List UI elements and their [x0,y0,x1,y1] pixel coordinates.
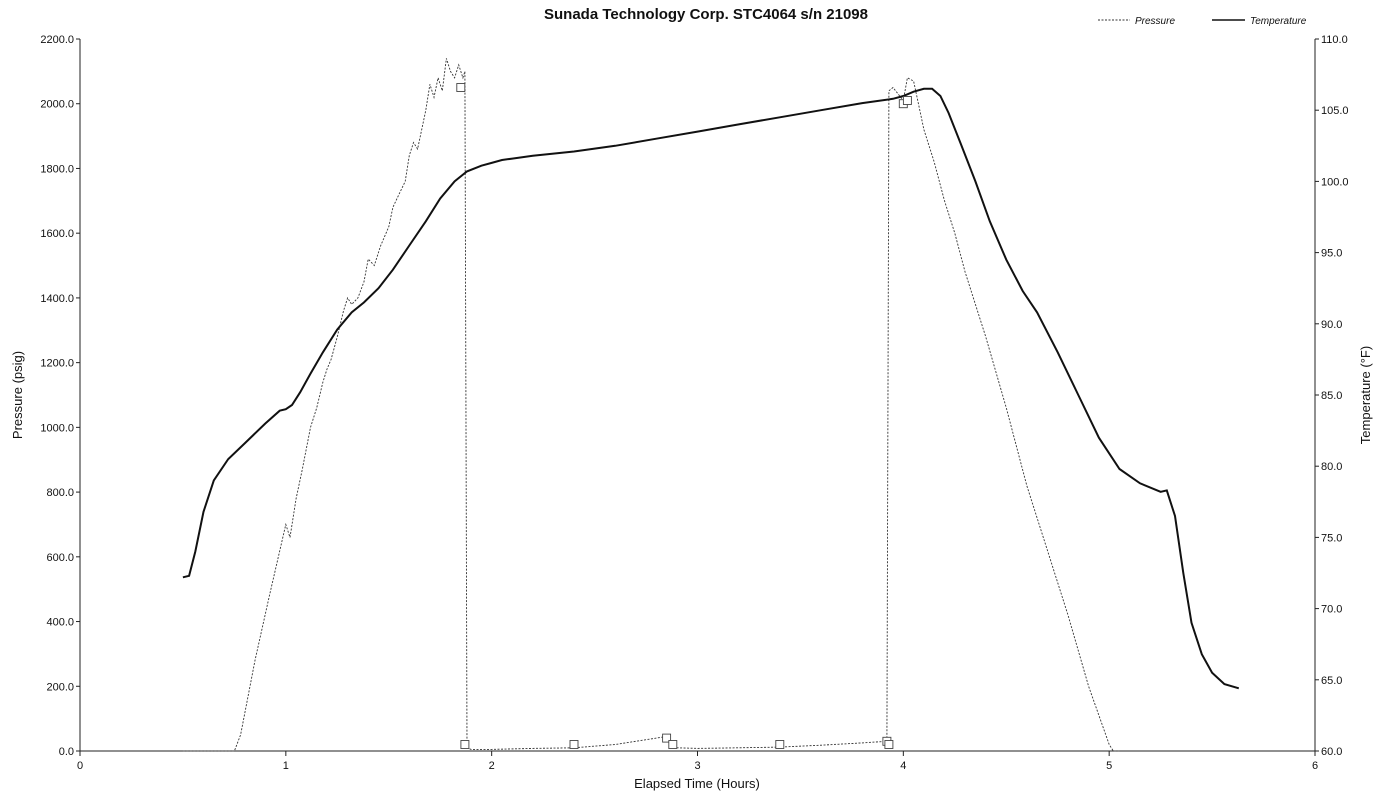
pressure-marker [460,740,470,749]
pressure-marker [456,83,466,92]
y2-tick-label: 60.0 [1321,746,1342,758]
y2-tick-label: 85.0 [1321,390,1342,402]
y-axis-right-ticks: 60.0 65.0 70.0 75.0 80.0 85.0 90.0 95.0 100.0 105… [1315,34,1349,758]
y2-tick-label: 70.0 [1321,604,1342,616]
y-tick-label: 0.0 [59,746,74,758]
y-tick-label: 1800.0 [40,163,74,175]
y-tick-label: 1600.0 [40,228,74,240]
legend-temperature-label: Temperature [1250,16,1307,27]
pressure-marker [569,740,579,749]
y-axis-left-label: Pressure (psig) [10,351,25,439]
x-tick-label: 2 [489,760,495,772]
x-axis-label: Elapsed Time (Hours) [634,776,760,791]
axes [79,39,1316,752]
series-line-temperature [182,87,1240,690]
legend: Pressure Temperature [1098,16,1307,27]
y-tick-label: 800.0 [46,487,74,499]
chart-title: Sunada Technology Corp. STC4064 s/n 2109… [544,6,868,23]
legend-pressure-label: Pressure [1135,16,1175,27]
series-layer [182,58,1240,752]
y2-tick-label: 65.0 [1321,675,1342,687]
y2-tick-label: 95.0 [1321,248,1342,260]
y-tick-label: 1000.0 [40,422,74,434]
y-tick-label: 2000.0 [40,99,74,111]
y2-tick-label: 100.0 [1321,176,1349,188]
x-tick-label: 0 [77,760,83,772]
x-tick-label: 3 [694,760,700,772]
series-line-pressure [182,58,1120,752]
y2-tick-label: 105.0 [1321,105,1349,117]
pressure-marker [884,740,894,749]
markers-layer [456,83,912,749]
y-tick-label: 1400.0 [40,293,74,305]
y-tick-label: 200.0 [46,681,74,693]
y2-tick-label: 80.0 [1321,461,1342,473]
y-tick-label: 1200.0 [40,358,74,370]
y-axis-right-label: Temperature (°F) [1358,346,1373,444]
x-tick-label: 6 [1312,760,1318,772]
pressure-marker [662,733,672,743]
x-axis-ticks: 0 1 2 3 4 5 6 [77,751,1318,772]
x-tick-label: 4 [900,760,906,772]
pressure-marker [668,740,678,749]
y2-tick-label: 90.0 [1321,319,1342,331]
x-tick-label: 1 [283,760,289,772]
y-tick-label: 600.0 [46,552,74,564]
pressure-marker [902,96,912,105]
y-tick-label: 2200.0 [40,34,74,46]
y2-tick-label: 110.0 [1321,34,1348,46]
pressure-marker [775,740,785,749]
x-tick-label: 5 [1106,760,1112,772]
y-axis-left-ticks: 0.0 200.0 400.0 600.0 800.0 1000.0 1200.0 1400.… [40,34,80,758]
y-tick-label: 400.0 [46,617,74,629]
y2-tick-label: 75.0 [1321,532,1342,544]
